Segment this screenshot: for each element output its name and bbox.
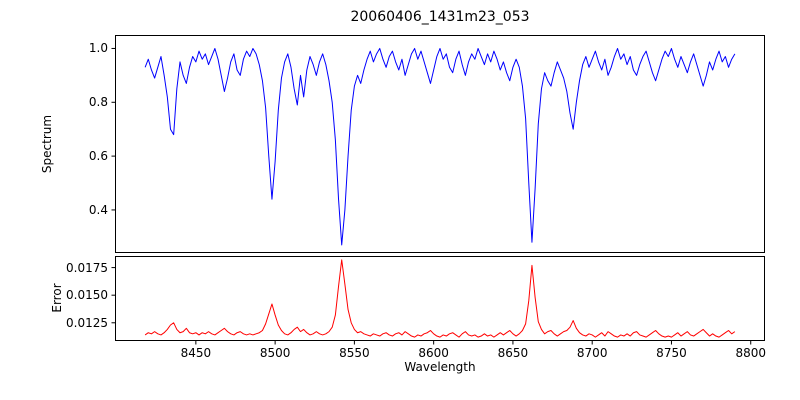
y-tick-label: 0.4 <box>88 202 108 217</box>
y-tick-label: 0.6 <box>88 149 108 164</box>
y-tick-label: 0.0175 <box>66 260 108 275</box>
x-tick-label: 8600 <box>418 346 449 360</box>
y-tick-label: 0.0125 <box>66 315 108 330</box>
spectrum-plot-axes <box>111 35 765 253</box>
x-tick-label: 8650 <box>497 346 529 360</box>
error-plot-axes <box>111 256 765 345</box>
x-tick-label: 8500 <box>259 346 291 360</box>
y-tick-label: 1.0 <box>88 41 108 56</box>
chart-title: 20060406_1431m23_053 <box>350 9 530 25</box>
error-line <box>144 259 736 338</box>
axes-spine <box>115 256 765 341</box>
y-axis-label-error: Error <box>50 283 64 313</box>
x-tick-label: 8750 <box>656 346 687 360</box>
x-tick-label: 8550 <box>339 346 370 360</box>
y-tick-label: 0.8 <box>88 95 108 110</box>
spectrum-line <box>144 47 736 246</box>
y-tick-label: 0.0150 <box>66 288 108 303</box>
x-tick-label: 8450 <box>180 346 212 360</box>
x-tick-label: 8800 <box>735 346 766 360</box>
axes-spine <box>115 35 765 253</box>
x-tick-label: 8700 <box>576 346 608 360</box>
x-axis-label: Wavelength <box>404 360 476 374</box>
y-axis-label-spectrum: Spectrum <box>40 114 54 174</box>
